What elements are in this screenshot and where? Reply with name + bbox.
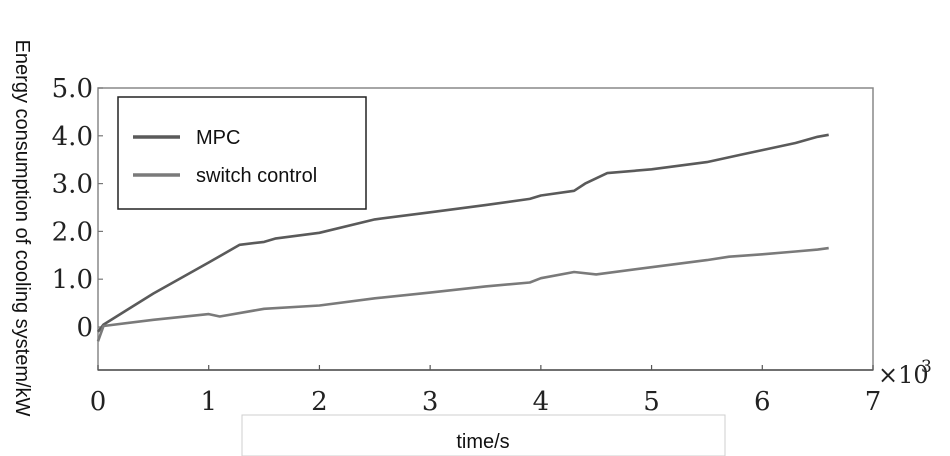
- legend-box: [117, 96, 367, 210]
- x-multiplier-exponent: 3: [921, 357, 932, 377]
- x-tick-label: 5: [643, 387, 660, 417]
- y-tick-label: 2.0: [52, 217, 93, 247]
- y-tick-label: 5.0: [52, 74, 93, 104]
- x-tick-label: 4: [533, 387, 550, 417]
- y-tick-label: 3.0: [52, 170, 93, 200]
- series-lines: [96, 133, 829, 342]
- y-tick-label: 0: [76, 313, 93, 343]
- x-tick-label: 7: [865, 387, 882, 417]
- x-tick-label: 1: [200, 387, 217, 417]
- x-tick-label: 2: [311, 387, 328, 417]
- x-tick-label: 6: [754, 387, 771, 417]
- x-tick-label: 0: [90, 387, 107, 417]
- legend: MPC switch control: [117, 96, 367, 210]
- series-line-mpc: [96, 133, 829, 333]
- x-label-box: [241, 414, 726, 456]
- x-axis-label: time/s: [456, 431, 509, 453]
- y-tick-label: 1.0: [52, 265, 93, 295]
- y-axis-label: Energy consumption of cooling system/kW: [11, 40, 33, 417]
- x-multiplier: ×10: [878, 361, 929, 389]
- y-tick-label: 4.0: [52, 122, 93, 152]
- series-line-switch-control: [96, 246, 829, 342]
- y-ticks: 0 1.0 2.0 3.0 4.0 5.0: [52, 74, 103, 343]
- x-ticks: 0 1 2 3 4 5 6 7: [90, 365, 882, 417]
- legend-label-mpc: MPC: [196, 127, 240, 149]
- legend-label-switch-control: switch control: [196, 165, 317, 187]
- x-tick-label: 3: [422, 387, 439, 417]
